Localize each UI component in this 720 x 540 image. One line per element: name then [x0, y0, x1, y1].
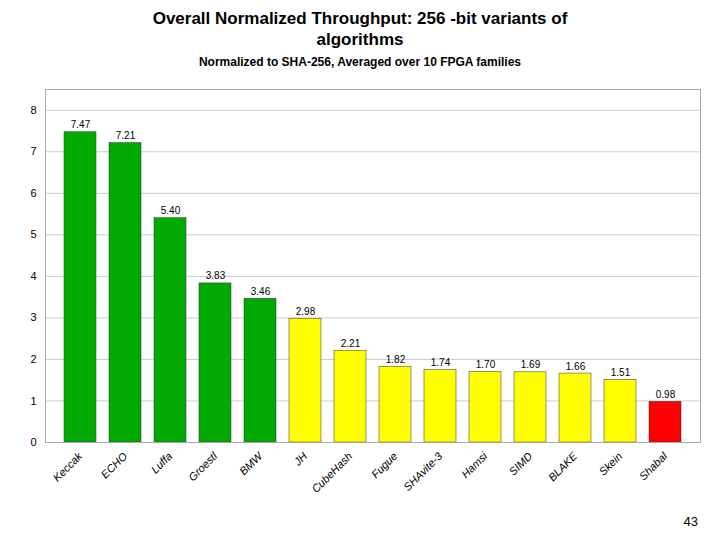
svg-text:6: 6 [30, 186, 36, 198]
svg-text:BLAKE: BLAKE [546, 449, 580, 483]
svg-text:1: 1 [30, 394, 36, 406]
svg-text:Hamsi: Hamsi [459, 449, 490, 480]
svg-text:1.69: 1.69 [521, 359, 541, 370]
svg-text:7.21: 7.21 [116, 130, 136, 141]
svg-text:CubeHash: CubeHash [309, 449, 354, 494]
svg-text:Keccak: Keccak [50, 449, 84, 483]
svg-text:JH: JH [291, 449, 310, 468]
svg-text:Fugue: Fugue [369, 449, 400, 480]
svg-text:3: 3 [30, 311, 36, 323]
svg-text:1.74: 1.74 [431, 357, 451, 368]
svg-text:Luffa: Luffa [149, 449, 175, 475]
svg-text:Shabal: Shabal [637, 449, 670, 482]
svg-text:5: 5 [30, 228, 36, 240]
svg-text:2.21: 2.21 [341, 337, 361, 348]
svg-text:3.83: 3.83 [206, 270, 226, 281]
svg-text:2.98: 2.98 [296, 305, 316, 316]
svg-text:0.98: 0.98 [656, 388, 676, 399]
svg-text:SHAvite-3: SHAvite-3 [401, 449, 445, 493]
svg-text:1.82: 1.82 [386, 353, 406, 364]
svg-text:8: 8 [30, 103, 36, 115]
html-text:Normalized to SHA-256, Average: Normalized to SHA-256, Averaged over 10 … [198, 54, 521, 69]
svg-text:3.46: 3.46 [251, 285, 271, 296]
svg-text:Skein: Skein [596, 449, 624, 477]
svg-text:7.47: 7.47 [71, 119, 91, 130]
svg-text:BMW: BMW [237, 448, 266, 477]
svg-text:4: 4 [30, 269, 36, 281]
svg-text:7: 7 [30, 145, 36, 157]
svg-text:1.66: 1.66 [566, 360, 586, 371]
svg-text:1.70: 1.70 [476, 358, 496, 369]
html-text:43: 43 [683, 513, 698, 529]
svg-text:1.51: 1.51 [611, 366, 631, 377]
html-text:Overall Normalized Throughput:: Overall Normalized Throughput: 256 -bit … [152, 9, 568, 50]
svg-text:SIMD: SIMD [506, 449, 534, 477]
svg-text:2: 2 [30, 352, 36, 364]
svg-text:ECHO: ECHO [98, 449, 129, 480]
svg-text:5.40: 5.40 [161, 205, 181, 216]
svg-text:Groestl: Groestl [186, 449, 220, 483]
svg-text:0: 0 [30, 436, 36, 448]
